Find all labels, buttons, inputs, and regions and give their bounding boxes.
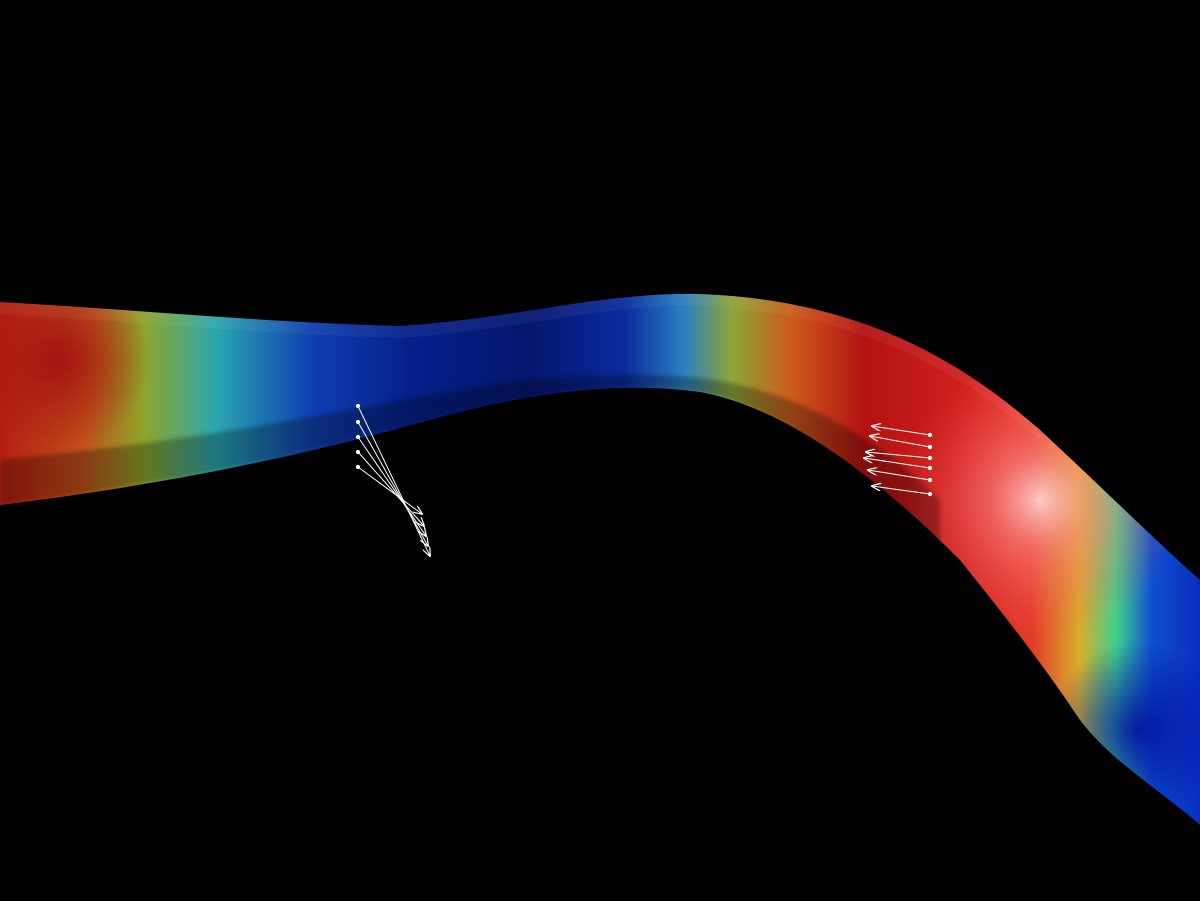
vessel-surface: [0, 293, 1200, 826]
right-vector-cluster: [864, 426, 933, 497]
left-vector-cluster: [355, 403, 430, 556]
